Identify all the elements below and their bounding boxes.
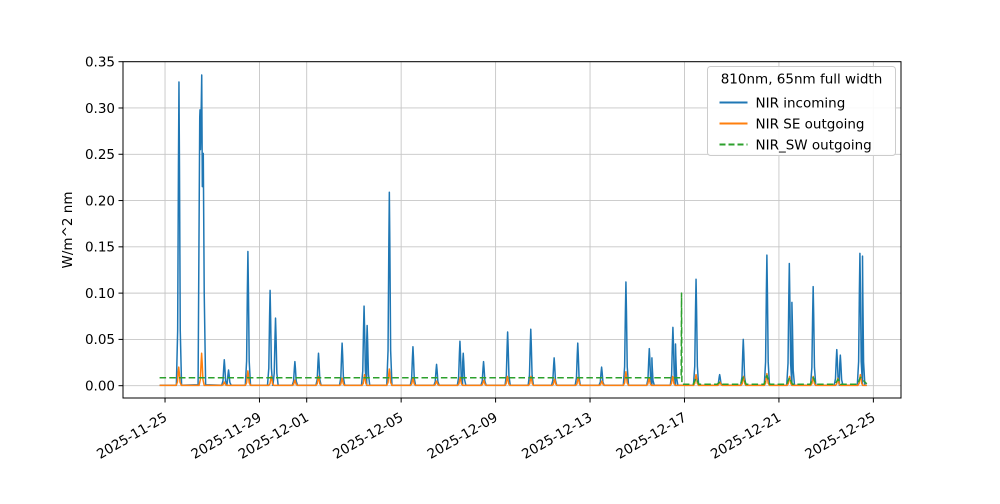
- y-axis-label: W/m^2 nm: [60, 192, 76, 269]
- x-tick-label: 2025-12-05: [330, 410, 406, 463]
- x-tick-label: 2025-12-21: [708, 410, 784, 463]
- y-tick-label: 0.10: [85, 286, 115, 302]
- plot-border: [122, 61, 902, 399]
- x-tick-label: 2025-12-13: [519, 410, 595, 463]
- y-tick-label: 0.15: [85, 240, 115, 256]
- y-tick-label: 0.05: [85, 332, 115, 348]
- y-tick-label: 0.30: [85, 101, 115, 117]
- x-tick-label: 2025-11-25: [94, 410, 170, 463]
- legend-entry-label: NIR SE outgoing: [756, 116, 865, 132]
- legend-box: [707, 66, 896, 156]
- y-tick-label: 0.35: [85, 55, 115, 71]
- series-nir-sw-outgoing: [159, 292, 868, 386]
- x-tick-label: 2025-12-25: [802, 410, 878, 463]
- x-tick-label: 2025-12-09: [425, 410, 501, 463]
- legend-entry-label: NIR incoming: [756, 95, 846, 111]
- legend: 810nm, 65nm full width NIR incoming NIR SE…: [707, 66, 896, 156]
- x-tick-label: 2025-12-17: [614, 410, 690, 463]
- y-tick-label: 0.25: [85, 147, 115, 163]
- y-tick-label: 0.00: [85, 378, 115, 394]
- legend-entry-label: NIR_SW outgoing: [756, 137, 872, 153]
- legend-title: 810nm, 65nm full width: [721, 72, 883, 88]
- y-tick-label: 0.20: [85, 193, 115, 209]
- series-nir-se-outgoing: [159, 352, 867, 387]
